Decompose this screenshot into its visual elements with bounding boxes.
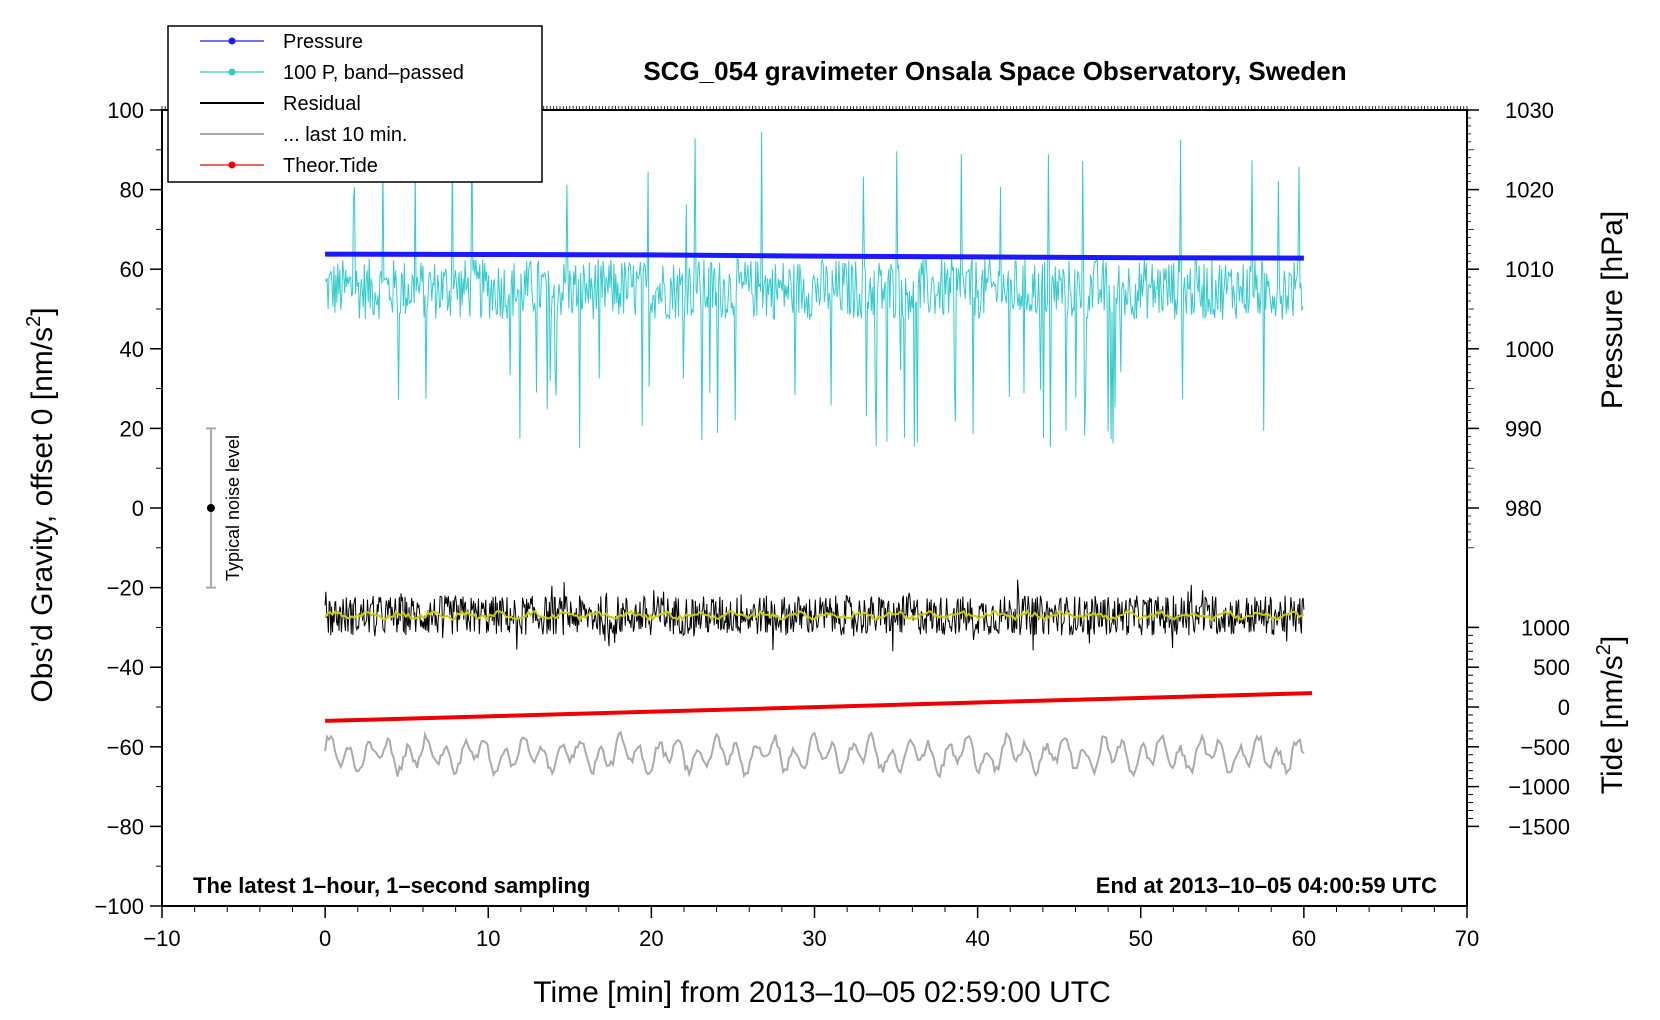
legend: Pressure 100 P, band–passed Residual ... la… <box>167 25 543 183</box>
noise-level-bar: Typical noise level <box>205 427 243 589</box>
tide-tick-label: −500 <box>1520 735 1570 760</box>
pressure-tick-label: 990 <box>1505 416 1542 441</box>
y-tick-label-left: −80 <box>107 814 144 839</box>
y-axis-title-left-sup: 2 <box>23 316 45 327</box>
tide-tick-label: −1500 <box>1508 814 1570 839</box>
pressure-tick-label: 1020 <box>1505 178 1554 203</box>
x-tick-label: 10 <box>476 926 500 951</box>
annotation-sampling: The latest 1–hour, 1–second sampling <box>193 873 590 898</box>
x-axis-title: Time [min] from 2013–10–05 02:59:00 UTC <box>533 976 1111 1009</box>
y-axis-title-left: Obs’d Gravity, offset 0 [nm/s2] <box>23 307 59 702</box>
annotation-end-time: End at 2013–10–05 04:00:59 UTC <box>1096 873 1437 898</box>
pressure-tick-label: 1030 <box>1505 98 1554 123</box>
x-tick-label: 50 <box>1129 926 1153 951</box>
series-pressure-line <box>325 251 1304 261</box>
series-residual-smoothed-line <box>324 609 1305 623</box>
series-last-10min-line <box>324 730 1305 779</box>
tide-tick-label: 1000 <box>1521 615 1570 640</box>
x-tick-label: 0 <box>319 926 331 951</box>
plot-frame <box>161 109 1468 907</box>
legend-label: Residual <box>283 93 361 115</box>
y-axis-title-left-main: Obs’d Gravity, offset 0 [nm/s <box>26 327 59 703</box>
x-tick-label: −10 <box>143 926 180 951</box>
y-axis-title-tide-main: Tide [nm/s <box>1596 655 1629 794</box>
legend-label: 100 P, band–passed <box>283 62 464 84</box>
pressure-tick-label: 1010 <box>1505 257 1554 282</box>
y-axis-title-tide: Tide [nm/s2] <box>1593 636 1629 794</box>
y-tick-label-left: 100 <box>107 98 144 123</box>
y-tick-label-left: −20 <box>107 576 144 601</box>
legend-swatch-marker <box>228 161 236 169</box>
x-tick-label: 30 <box>802 926 826 951</box>
series-tide-line <box>325 691 1313 723</box>
pressure-tick-label: 1000 <box>1505 337 1554 362</box>
y-tick-label-left: 60 <box>120 257 144 282</box>
y-axis-title-tide-sup: 2 <box>1593 644 1615 655</box>
x-tick-label: 70 <box>1455 926 1479 951</box>
y-tick-label-left: 80 <box>120 178 144 203</box>
y-tick-label-left: −40 <box>107 655 144 680</box>
x-tick-label: 60 <box>1292 926 1316 951</box>
y-tick-label-left: 20 <box>120 416 144 441</box>
pressure-tick-label: 980 <box>1505 496 1542 521</box>
x-tick-label: 20 <box>639 926 663 951</box>
legend-label: ... last 10 min. <box>283 124 408 146</box>
tide-tick-label: −1000 <box>1508 775 1570 800</box>
chart-title: SCG_054 gravimeter Onsala Space Observat… <box>643 56 1346 86</box>
y-axis-title-tide-end: ] <box>1596 636 1629 644</box>
tide-tick-label: 0 <box>1558 695 1570 720</box>
legend-swatch-marker <box>228 37 236 45</box>
x-tick-label: 40 <box>965 926 989 951</box>
legend-label: Theor.Tide <box>283 155 378 177</box>
legend-swatch-marker <box>228 68 236 76</box>
y-tick-label-left: −60 <box>107 735 144 760</box>
y-tick-label-left: −100 <box>94 894 144 919</box>
series-band-passed-line <box>324 131 1304 449</box>
tick-marks <box>150 106 1479 918</box>
series-layer <box>324 131 1313 779</box>
series-residual-line <box>324 579 1305 652</box>
y-tick-label-left: 0 <box>132 496 144 521</box>
tick-labels: −10 0 10 20 30 40 50 60 70−100−80−60−40−20020406… <box>94 98 1570 951</box>
y-axis-title-pressure: Pressure [hPa] <box>1596 211 1629 409</box>
noise-level-label: Typical noise level <box>223 435 243 581</box>
y-axis-title-left-end: ] <box>26 307 59 315</box>
legend-items: Pressure 100 P, band–passed Residual ... la… <box>200 31 464 177</box>
y-tick-label-left: 40 <box>120 337 144 362</box>
tide-tick-label: 500 <box>1533 655 1570 680</box>
noise-level-dot <box>206 504 215 512</box>
legend-label: Pressure <box>283 31 363 53</box>
